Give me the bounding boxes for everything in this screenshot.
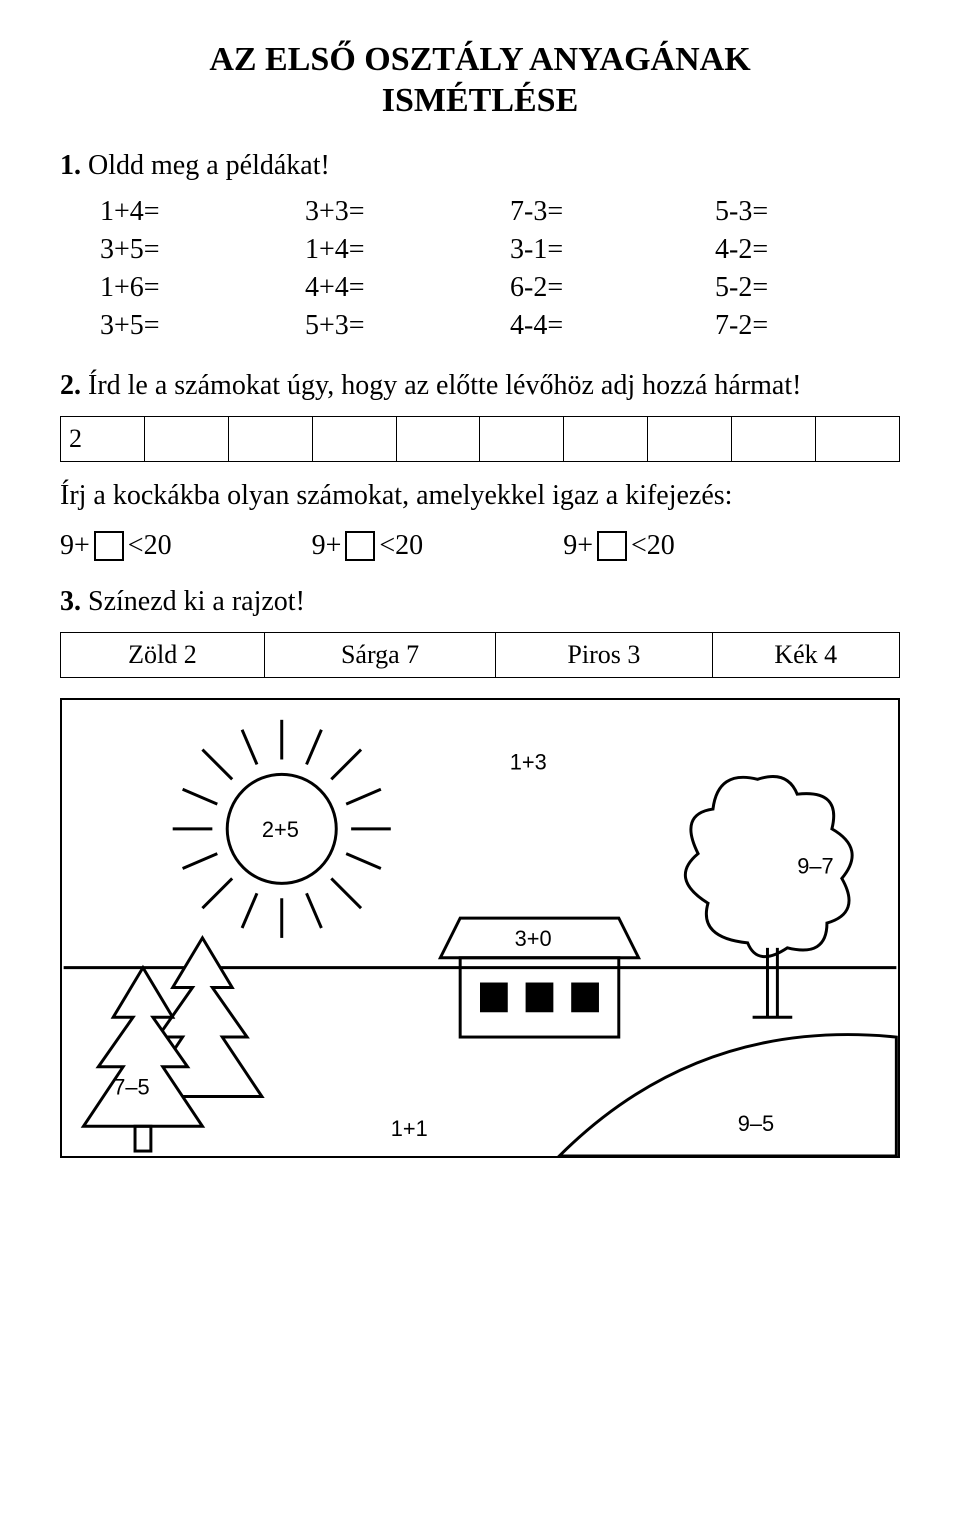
task-3-num: 3. [60, 586, 81, 617]
ineq-prefix: 9+ [563, 530, 593, 562]
ineq-prefix: 9+ [60, 530, 90, 562]
label-tree-right: 9–7 [797, 853, 833, 878]
eq-cell: 7-3= [510, 196, 695, 228]
eq-cell: 3+5= [100, 234, 285, 266]
answer-box[interactable] [94, 531, 124, 561]
sequence-table: 2 [60, 416, 900, 462]
title-line-2: ISMÉTLÉSE [382, 82, 579, 119]
eq-cell: 1+6= [100, 272, 285, 304]
eq-cell: 4-2= [715, 234, 900, 266]
page-title: AZ ELSŐ OSZTÁLY ANYAGÁNAK ISMÉTLÉSE [60, 40, 900, 122]
seq-cell[interactable] [480, 416, 564, 461]
title-line-1: AZ ELSŐ OSZTÁLY ANYAGÁNAK [209, 41, 750, 78]
color-cell: Zöld 2 [61, 632, 265, 677]
label-ground: 1+1 [391, 1116, 428, 1141]
eq-cell: 3+3= [305, 196, 490, 228]
task-2-text: Írd le a számokat úgy, hogy az előtte lé… [88, 370, 801, 401]
seq-cell[interactable] [564, 416, 648, 461]
eq-cell: 5-3= [715, 196, 900, 228]
eq-cell: 5-2= [715, 272, 900, 304]
label-sun: 2+5 [262, 816, 299, 841]
answer-box[interactable] [345, 531, 375, 561]
ineq-suffix: <20 [379, 530, 423, 562]
eq-cell: 7-2= [715, 310, 900, 342]
eq-cell: 4-4= [510, 310, 695, 342]
seq-cell[interactable] [648, 416, 732, 461]
eq-cell: 6-2= [510, 272, 695, 304]
equations-grid: 1+4= 3+3= 7-3= 5-3= 3+5= 1+4= 3-1= 4-2= … [60, 196, 900, 342]
inequality-row: 9+ <20 9+ <20 9+ <20 [60, 530, 900, 562]
drawing-svg: 2+5 1+3 9–7 3+0 7–5 1+1 9–5 [62, 700, 898, 1156]
eq-cell: 1+4= [305, 234, 490, 266]
eq-cell: 5+3= [305, 310, 490, 342]
inequality-item: 9+ <20 [312, 530, 424, 562]
task-2: 2. Írd le a számokat úgy, hogy az előtte… [60, 370, 900, 402]
label-sky: 1+3 [510, 749, 547, 774]
task-3: 3. Színezd ki a rajzot! [60, 586, 900, 618]
seq-cell[interactable] [228, 416, 312, 461]
color-cell: Piros 3 [496, 632, 712, 677]
task-1-num: 1. [60, 150, 81, 181]
seq-cell[interactable] [816, 416, 900, 461]
ineq-suffix: <20 [128, 530, 172, 562]
ineq-prefix: 9+ [312, 530, 342, 562]
label-roof: 3+0 [515, 925, 552, 950]
task-2b: Írj a kockákba olyan számokat, amelyekke… [60, 480, 900, 512]
seq-cell[interactable] [144, 416, 228, 461]
seq-cell-0[interactable]: 2 [61, 416, 145, 461]
label-pine: 7–5 [113, 1074, 149, 1099]
inequality-item: 9+ <20 [60, 530, 172, 562]
eq-cell: 4+4= [305, 272, 490, 304]
seq-cell[interactable] [732, 416, 816, 461]
eq-cell: 1+4= [100, 196, 285, 228]
eq-cell: 3+5= [100, 310, 285, 342]
seq-cell[interactable] [396, 416, 480, 461]
eq-cell: 3-1= [510, 234, 695, 266]
task-3-text: Színezd ki a rajzot! [88, 586, 305, 617]
task-1: 1. Oldd meg a példákat! [60, 150, 900, 182]
inequality-item: 9+ <20 [563, 530, 675, 562]
label-hill: 9–5 [738, 1111, 774, 1136]
answer-box[interactable] [597, 531, 627, 561]
task-2-num: 2. [60, 370, 81, 401]
color-cell: Kék 4 [712, 632, 899, 677]
color-cell: Sárga 7 [264, 632, 495, 677]
task-1-text: Oldd meg a példákat! [88, 150, 330, 181]
coloring-drawing: 2+5 1+3 9–7 3+0 7–5 1+1 9–5 [60, 698, 900, 1158]
ineq-suffix: <20 [631, 530, 675, 562]
color-key-table: Zöld 2 Sárga 7 Piros 3 Kék 4 [60, 632, 900, 678]
seq-cell[interactable] [312, 416, 396, 461]
